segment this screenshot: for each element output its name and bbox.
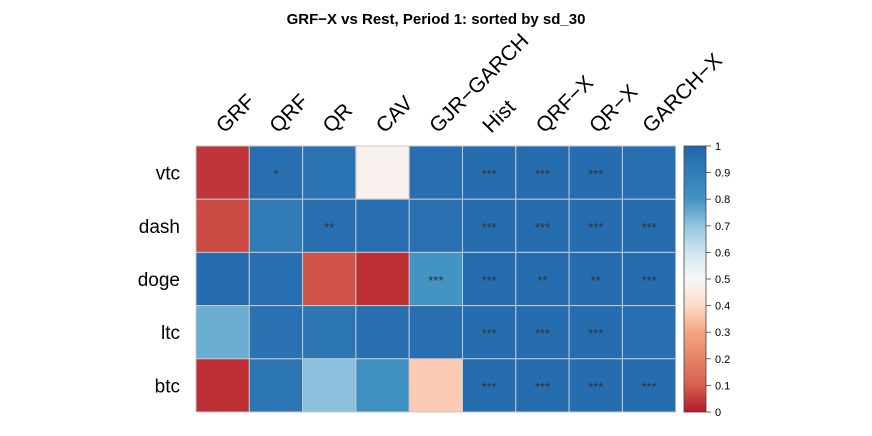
cell-ltc-1 — [248, 305, 304, 360]
cell-doge-2 — [302, 251, 357, 307]
significance-marker: *** — [535, 326, 550, 341]
colorbar-tick-label: 0.8 — [715, 194, 730, 206]
cell-vtc-5 — [462, 145, 517, 200]
cell-ltc-0 — [195, 305, 250, 360]
cell-ltc-7 — [568, 305, 623, 360]
colorbar-tick-label: 0.3 — [715, 327, 730, 339]
row-label: dash — [139, 217, 180, 238]
cell-doge-1 — [248, 251, 304, 307]
cell-doge-0 — [195, 251, 250, 307]
cell-ltc-4 — [408, 305, 464, 360]
cell-vtc-2 — [302, 145, 357, 200]
significance-marker: *** — [641, 220, 656, 235]
colorbar-tick-label: 0.1 — [715, 380, 730, 392]
cell-ltc-8 — [621, 305, 677, 360]
significance-markers: * *** *** ***** *** *** *** ****** *** ** ** ******… — [273, 167, 656, 395]
significance-marker: *** — [482, 220, 497, 235]
colorbar-ticks: 0 0.1 0.2 0.3 0.4 0.5 0.6 0.7 0.8 0.9 1 — [706, 141, 730, 419]
colorbar-tick-label: 0.7 — [715, 221, 730, 233]
cell-dash-4 — [408, 198, 464, 253]
cell-btc-0 — [195, 358, 250, 413]
column-label: QR — [319, 99, 358, 138]
cell-vtc-8 — [621, 145, 677, 200]
colorbar-tick-label: 0.5 — [715, 274, 730, 286]
significance-marker: *** — [641, 379, 656, 394]
colorbar-tick-label: 1 — [715, 141, 721, 153]
cell-vtc-0 — [195, 145, 250, 200]
colorbar-tick-label: 0.9 — [715, 168, 730, 180]
significance-marker: *** — [482, 379, 497, 394]
heatmap-cells — [195, 145, 677, 413]
significance-marker: *** — [588, 167, 603, 182]
column-label: QRF — [265, 90, 313, 138]
cell-btc-5 — [462, 358, 517, 413]
significance-marker: *** — [641, 273, 656, 288]
cell-doge-7 — [568, 251, 623, 307]
significance-marker: *** — [588, 379, 603, 394]
significance-marker: *** — [535, 220, 550, 235]
significance-marker: *** — [588, 326, 603, 341]
colorbar: 0 0.1 0.2 0.3 0.4 0.5 0.6 0.7 0.8 0.9 1 — [683, 141, 730, 419]
significance-marker: *** — [428, 273, 443, 288]
column-label: Hist — [478, 96, 520, 138]
significance-marker: ** — [537, 273, 547, 288]
colorbar-tick-label: 0.4 — [715, 301, 730, 313]
colorbar-tick-label: 0 — [715, 407, 721, 419]
cell-doge-5 — [462, 251, 517, 307]
significance-marker: *** — [535, 379, 550, 394]
colorbar-gradient — [683, 145, 707, 413]
cell-btc-6 — [515, 358, 570, 413]
significance-marker: *** — [482, 326, 497, 341]
significance-marker: * — [273, 167, 278, 182]
cell-doge-3 — [355, 251, 410, 307]
cell-dash-3 — [355, 198, 410, 253]
colorbar-tick-label: 0.6 — [715, 247, 730, 259]
column-label: GARCH−X — [638, 49, 726, 137]
colorbar-tick-label: 0.2 — [715, 354, 730, 366]
cell-btc-8 — [621, 358, 677, 413]
chart-title: GRF−X vs Rest, Period 1: sorted by sd_30 — [287, 11, 586, 28]
significance-marker: *** — [588, 220, 603, 235]
cell-doge-4 — [408, 251, 464, 307]
significance-marker: ** — [324, 220, 334, 235]
row-label: vtc — [156, 164, 180, 185]
cell-btc-3 — [355, 358, 410, 413]
cell-dash-7 — [568, 198, 623, 253]
cell-dash-8 — [621, 198, 677, 253]
significance-marker: ** — [591, 273, 601, 288]
cell-dash-0 — [195, 198, 250, 253]
cell-vtc-6 — [515, 145, 570, 200]
row-label: btc — [155, 376, 180, 397]
column-label: GRF — [212, 90, 260, 138]
cell-dash-2 — [302, 198, 357, 253]
cell-vtc-7 — [568, 145, 623, 200]
significance-marker: *** — [482, 273, 497, 288]
cell-btc-4 — [408, 358, 464, 413]
significance-marker: *** — [482, 167, 497, 182]
row-label: doge — [138, 270, 180, 291]
cell-doge-8 — [621, 251, 677, 307]
cell-dash-1 — [248, 198, 304, 253]
cell-vtc-3 — [355, 145, 410, 200]
significance-marker: *** — [535, 167, 550, 182]
row-label: ltc — [161, 323, 180, 344]
cell-btc-2 — [302, 358, 357, 413]
cell-btc-1 — [248, 358, 304, 413]
cell-ltc-5 — [462, 305, 517, 360]
column-label: QRF−X — [532, 71, 598, 137]
column-label: CAV — [372, 92, 418, 138]
row-labels: vtc dash doge ltc btc — [138, 164, 180, 398]
cell-ltc-3 — [355, 305, 410, 360]
cell-ltc-2 — [302, 305, 357, 360]
cell-vtc-4 — [408, 145, 464, 200]
